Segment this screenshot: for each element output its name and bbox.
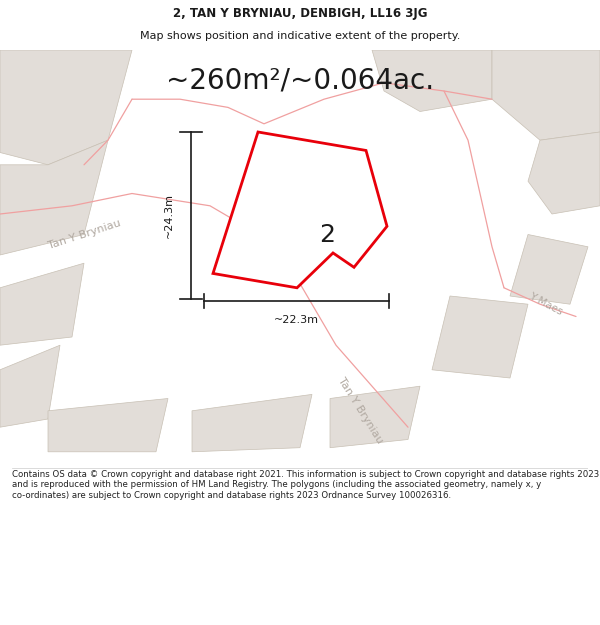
Text: 2, TAN Y BRYNIAU, DENBIGH, LL16 3JG: 2, TAN Y BRYNIAU, DENBIGH, LL16 3JG: [173, 8, 427, 21]
Text: ~260m²/~0.064ac.: ~260m²/~0.064ac.: [166, 66, 434, 94]
Polygon shape: [0, 50, 132, 165]
Polygon shape: [372, 50, 492, 111]
Text: ~24.3m: ~24.3m: [164, 193, 174, 238]
Polygon shape: [528, 132, 600, 214]
Polygon shape: [510, 234, 588, 304]
Polygon shape: [330, 386, 420, 448]
Text: Tan Y Bryniau: Tan Y Bryniau: [335, 376, 385, 446]
Text: Y Maes: Y Maes: [527, 291, 565, 318]
Polygon shape: [492, 50, 600, 140]
Polygon shape: [0, 263, 84, 345]
Text: ~22.3m: ~22.3m: [274, 315, 319, 325]
Polygon shape: [257, 165, 354, 236]
Polygon shape: [213, 132, 387, 288]
Text: 2: 2: [319, 223, 335, 248]
Text: Map shows position and indicative extent of the property.: Map shows position and indicative extent…: [140, 31, 460, 41]
Text: Tan Y Bryniau: Tan Y Bryniau: [46, 218, 122, 251]
Polygon shape: [0, 140, 108, 255]
Polygon shape: [432, 296, 528, 378]
Text: Contains OS data © Crown copyright and database right 2021. This information is : Contains OS data © Crown copyright and d…: [12, 470, 599, 499]
Polygon shape: [192, 394, 312, 452]
Polygon shape: [48, 399, 168, 452]
Polygon shape: [0, 345, 60, 428]
